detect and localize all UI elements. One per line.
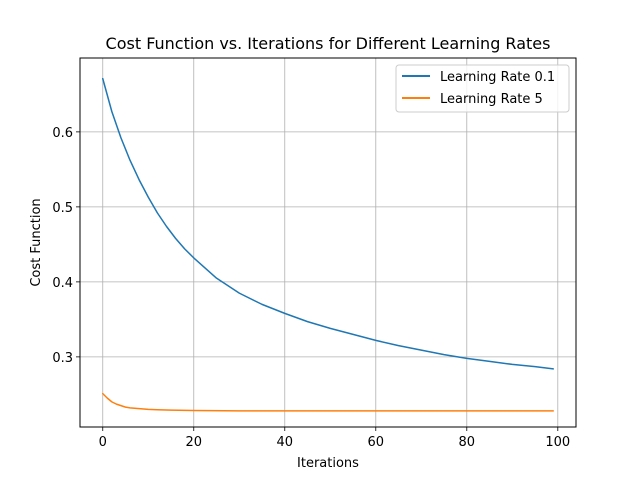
y-tick-label: 0.5 xyxy=(52,201,73,216)
series-line-0 xyxy=(102,77,554,370)
grid xyxy=(80,58,576,427)
legend-box xyxy=(395,64,570,113)
y-tick-label: 0.4 xyxy=(52,276,73,291)
y-tick-label: 0.3 xyxy=(52,351,73,366)
series-layer xyxy=(102,77,554,412)
plot-frame xyxy=(79,57,577,428)
x-tick-label: 100 xyxy=(545,435,570,450)
x-tick-label: 20 xyxy=(185,435,202,450)
x-tick-label: 80 xyxy=(459,435,476,450)
x-axis-label: Iterations xyxy=(297,456,359,471)
legend-label-lr-5: Learning Rate 5 xyxy=(440,92,543,107)
y-axis-label: Cost Function xyxy=(29,198,44,286)
x-tick-label: 40 xyxy=(276,435,293,450)
legend: Learning Rate 0.1 Learning Rate 5 xyxy=(395,64,570,113)
y-tick-label: 0.6 xyxy=(52,126,73,141)
ticks: 0 20 40 60 80 100 0.3 0.4 0.5 0.6 xyxy=(52,126,570,450)
chart-title: Cost Function vs. Iterations for Differe… xyxy=(106,34,551,53)
series-line-1 xyxy=(102,392,554,412)
x-tick-label: 60 xyxy=(368,435,385,450)
x-tick-label: 0 xyxy=(99,435,107,450)
legend-label-lr-0-1: Learning Rate 0.1 xyxy=(440,70,555,85)
